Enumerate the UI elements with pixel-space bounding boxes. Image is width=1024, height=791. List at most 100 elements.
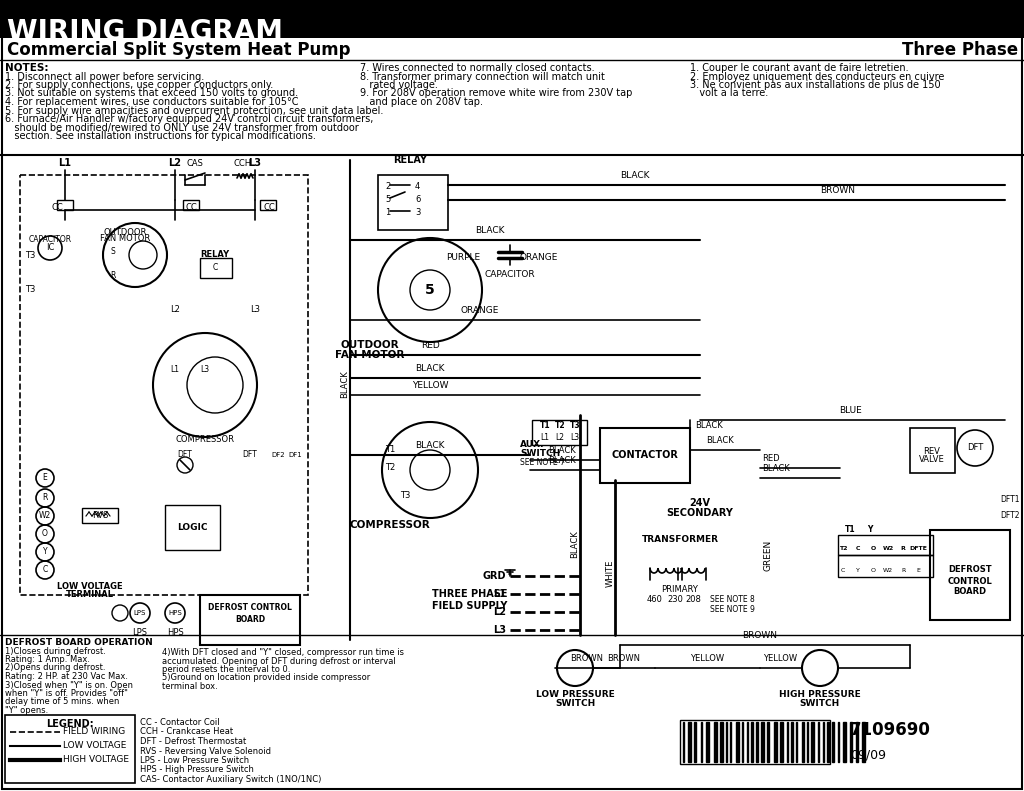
- Text: L3: L3: [493, 625, 506, 635]
- Text: L2: L2: [170, 305, 180, 315]
- Text: LEGEND:: LEGEND:: [46, 719, 94, 729]
- Bar: [736, 722, 739, 762]
- Bar: [831, 722, 834, 762]
- Text: BOARD: BOARD: [234, 615, 265, 625]
- Text: 460: 460: [647, 595, 663, 604]
- Text: VALVE: VALVE: [920, 456, 945, 464]
- Text: W2: W2: [883, 546, 894, 551]
- Text: "Y" opens.: "Y" opens.: [5, 706, 48, 715]
- Text: L3: L3: [250, 305, 260, 315]
- Text: T3: T3: [399, 490, 411, 499]
- Text: delay time of 5 mins. when: delay time of 5 mins. when: [5, 698, 120, 706]
- Text: TERMINAL: TERMINAL: [66, 590, 114, 599]
- Text: BROWN: BROWN: [820, 186, 855, 195]
- Text: GRD: GRD: [482, 571, 506, 581]
- Text: R: R: [111, 271, 116, 279]
- Bar: [843, 722, 846, 762]
- Text: C: C: [212, 263, 218, 273]
- Bar: [751, 722, 753, 762]
- Text: T2: T2: [385, 464, 395, 472]
- Text: CAS: CAS: [186, 159, 204, 168]
- Text: DEFROST CONTROL: DEFROST CONTROL: [208, 604, 292, 612]
- Text: CAS- Contactor Auxiliary Switch (1NO/1NC): CAS- Contactor Auxiliary Switch (1NO/1NC…: [140, 775, 322, 784]
- Text: 3. Ne convient pas aux installations de plus de 150: 3. Ne convient pas aux installations de …: [690, 80, 941, 90]
- Text: 4)With DFT closed and "Y" closed, compressor run time is: 4)With DFT closed and "Y" closed, compre…: [162, 648, 404, 657]
- Text: when "Y" is off. Provides "off": when "Y" is off. Provides "off": [5, 689, 128, 698]
- Bar: [5, 715, 135, 783]
- Text: 24V: 24V: [689, 498, 711, 508]
- Text: section. See installation instructions for typical modifications.: section. See installation instructions f…: [5, 131, 315, 141]
- Text: S: S: [111, 248, 116, 256]
- Text: RELAY: RELAY: [393, 155, 427, 165]
- Bar: [774, 722, 777, 762]
- Text: DFT1: DFT1: [1000, 495, 1020, 505]
- Text: L3: L3: [570, 433, 580, 441]
- Text: C: C: [856, 546, 860, 551]
- Text: L2: L2: [493, 607, 506, 617]
- Text: BROWN: BROWN: [607, 654, 640, 663]
- Text: LOW VOLTAGE: LOW VOLTAGE: [63, 741, 126, 751]
- Text: OUTDOOR: OUTDOOR: [103, 228, 146, 237]
- Text: CC - Contactor Coil: CC - Contactor Coil: [140, 718, 219, 727]
- Text: T2: T2: [839, 546, 847, 551]
- Text: ORANGE: ORANGE: [461, 306, 499, 315]
- Bar: [200, 595, 300, 645]
- Bar: [200, 258, 232, 278]
- Text: 7109690: 7109690: [850, 721, 931, 739]
- Text: BOARD: BOARD: [953, 588, 986, 596]
- Text: R: R: [42, 494, 48, 502]
- Text: T3: T3: [569, 421, 581, 430]
- Bar: [706, 722, 709, 762]
- Bar: [827, 722, 829, 762]
- Text: RVS: RVS: [92, 512, 109, 520]
- Text: O: O: [42, 529, 48, 539]
- Bar: [688, 722, 691, 762]
- Text: FAN MOTOR: FAN MOTOR: [335, 350, 404, 360]
- Text: REV: REV: [924, 448, 940, 456]
- Text: T1: T1: [385, 445, 395, 455]
- Text: DFTE: DFTE: [909, 546, 927, 551]
- Text: 2)Opens during defrost.: 2)Opens during defrost.: [5, 664, 105, 672]
- Text: W2: W2: [883, 567, 893, 573]
- Bar: [862, 722, 865, 762]
- Text: accumulated. Opening of DFT during defrost or interval: accumulated. Opening of DFT during defro…: [162, 657, 395, 665]
- Text: IC: IC: [46, 244, 54, 252]
- Text: 5: 5: [385, 195, 390, 204]
- Text: L1: L1: [541, 433, 550, 441]
- Text: SWITCH: SWITCH: [800, 699, 840, 708]
- Text: 5: 5: [425, 283, 435, 297]
- Text: HPS: HPS: [167, 628, 183, 637]
- Text: RED: RED: [762, 454, 779, 463]
- Text: 230: 230: [667, 595, 683, 604]
- Text: 2. For supply connections, use copper conductors only.: 2. For supply connections, use copper co…: [5, 80, 273, 90]
- Text: NOTES:: NOTES:: [5, 63, 48, 73]
- Text: DFT2: DFT2: [1000, 510, 1020, 520]
- Text: L1: L1: [58, 158, 72, 168]
- Text: SEE NOTE 9: SEE NOTE 9: [710, 605, 755, 614]
- Text: LPS: LPS: [132, 628, 147, 637]
- Text: O: O: [870, 546, 876, 551]
- Text: CONTACTOR: CONTACTOR: [611, 450, 679, 460]
- Text: 3: 3: [415, 208, 421, 217]
- Text: RED: RED: [421, 341, 439, 350]
- Text: SECONDARY: SECONDARY: [667, 508, 733, 518]
- Bar: [838, 535, 933, 555]
- Text: COMPRESSOR: COMPRESSOR: [175, 435, 234, 444]
- Bar: [811, 722, 814, 762]
- Text: BLACK: BLACK: [475, 226, 505, 235]
- Bar: [761, 722, 764, 762]
- Text: Y: Y: [856, 567, 860, 573]
- Text: E: E: [43, 474, 47, 483]
- Text: BLACK: BLACK: [570, 530, 580, 558]
- Text: GREEN: GREEN: [764, 539, 772, 570]
- Text: LPS - Low Pressure Switch: LPS - Low Pressure Switch: [140, 756, 249, 765]
- Text: L1: L1: [171, 365, 179, 374]
- Text: BLACK: BLACK: [695, 421, 723, 430]
- Text: 7. Wires connected to normally closed contacts.: 7. Wires connected to normally closed co…: [360, 63, 595, 73]
- Text: YELLOW: YELLOW: [763, 654, 797, 663]
- Text: CONTROL: CONTROL: [947, 577, 992, 585]
- Bar: [720, 722, 723, 762]
- Text: DEFROST: DEFROST: [948, 566, 992, 574]
- Bar: [0, 0, 1024, 38]
- Text: BLACK: BLACK: [707, 436, 734, 445]
